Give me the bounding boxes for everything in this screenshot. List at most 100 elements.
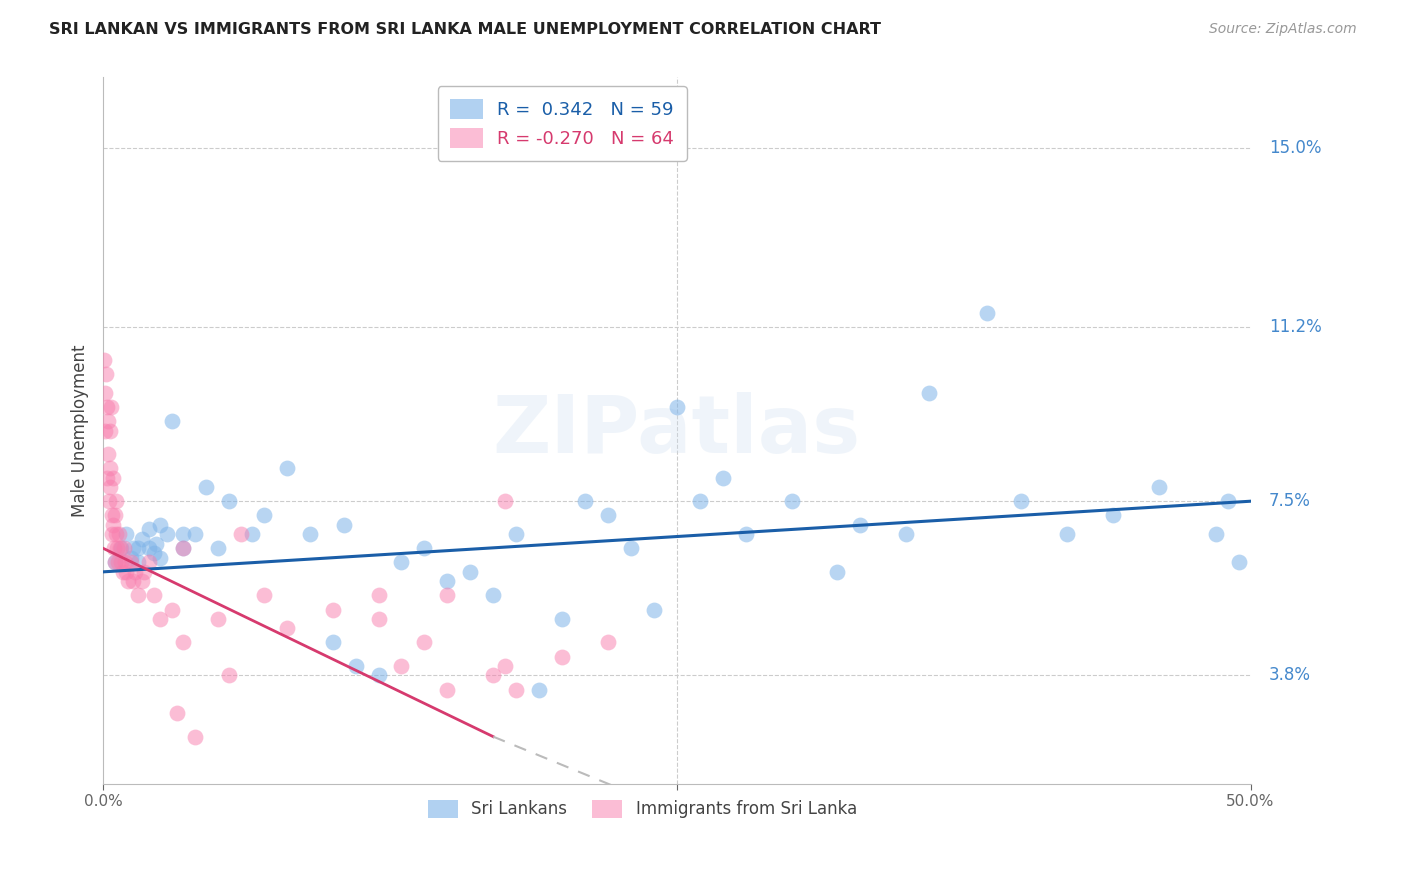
Point bbox=[96, 400, 118, 414]
Point bbox=[896, 527, 918, 541]
Point bbox=[166, 706, 188, 720]
Point bbox=[436, 588, 458, 602]
Point bbox=[122, 541, 145, 556]
Point bbox=[505, 682, 527, 697]
Point bbox=[127, 556, 149, 570]
Text: 11.2%: 11.2% bbox=[1268, 318, 1322, 336]
Point bbox=[156, 527, 179, 541]
Point bbox=[124, 565, 146, 579]
Point bbox=[391, 659, 413, 673]
Point bbox=[103, 541, 125, 556]
Point bbox=[110, 556, 132, 570]
Point bbox=[574, 494, 596, 508]
Y-axis label: Male Unemployment: Male Unemployment bbox=[72, 344, 89, 516]
Point bbox=[413, 541, 436, 556]
Point bbox=[218, 668, 240, 682]
Point bbox=[110, 541, 132, 556]
Point bbox=[97, 494, 120, 508]
Point bbox=[596, 635, 619, 649]
Point bbox=[97, 414, 120, 428]
Point bbox=[145, 536, 167, 550]
Point bbox=[108, 527, 131, 541]
Point bbox=[112, 541, 135, 556]
Point bbox=[97, 447, 120, 461]
Point bbox=[134, 565, 156, 579]
Point bbox=[98, 461, 121, 475]
Point bbox=[104, 508, 127, 523]
Text: 15.0%: 15.0% bbox=[1268, 139, 1322, 157]
Point bbox=[107, 556, 129, 570]
Point bbox=[780, 494, 803, 508]
Point bbox=[184, 527, 207, 541]
Point bbox=[918, 385, 941, 400]
Point bbox=[114, 556, 136, 570]
Point bbox=[120, 556, 142, 570]
Point bbox=[138, 541, 160, 556]
Point bbox=[127, 541, 149, 556]
Point bbox=[94, 424, 117, 438]
Point bbox=[1056, 527, 1078, 541]
Point bbox=[149, 517, 172, 532]
Point bbox=[1216, 494, 1239, 508]
Text: SRI LANKAN VS IMMIGRANTS FROM SRI LANKA MALE UNEMPLOYMENT CORRELATION CHART: SRI LANKAN VS IMMIGRANTS FROM SRI LANKA … bbox=[49, 22, 882, 37]
Point bbox=[527, 682, 550, 697]
Point bbox=[104, 556, 127, 570]
Point bbox=[494, 659, 516, 673]
Point bbox=[253, 508, 276, 523]
Point bbox=[172, 635, 194, 649]
Point bbox=[344, 659, 367, 673]
Point bbox=[436, 574, 458, 589]
Point bbox=[458, 565, 481, 579]
Point bbox=[131, 532, 153, 546]
Point bbox=[105, 494, 128, 508]
Point bbox=[207, 541, 229, 556]
Point bbox=[120, 550, 142, 565]
Point bbox=[827, 565, 849, 579]
Point bbox=[494, 494, 516, 508]
Point bbox=[101, 527, 124, 541]
Point bbox=[105, 541, 128, 556]
Point bbox=[149, 550, 172, 565]
Text: 7.5%: 7.5% bbox=[1268, 492, 1310, 510]
Point bbox=[1101, 508, 1123, 523]
Point bbox=[100, 480, 122, 494]
Point bbox=[229, 527, 252, 541]
Point bbox=[111, 565, 134, 579]
Point bbox=[413, 635, 436, 649]
Point bbox=[195, 480, 218, 494]
Point bbox=[101, 471, 124, 485]
Point bbox=[172, 541, 194, 556]
Point bbox=[976, 306, 998, 320]
Point bbox=[115, 527, 138, 541]
Point bbox=[276, 461, 298, 475]
Point bbox=[172, 541, 194, 556]
Point bbox=[94, 367, 117, 381]
Point bbox=[96, 471, 118, 485]
Point bbox=[620, 541, 643, 556]
Legend: Sri Lankans, Immigrants from Sri Lanka: Sri Lankans, Immigrants from Sri Lanka bbox=[422, 793, 863, 825]
Point bbox=[367, 668, 389, 682]
Point bbox=[122, 574, 145, 589]
Text: ZIPatlas: ZIPatlas bbox=[492, 392, 860, 469]
Point bbox=[160, 414, 183, 428]
Point bbox=[93, 353, 115, 368]
Point bbox=[117, 574, 139, 589]
Point bbox=[734, 527, 756, 541]
Point bbox=[1147, 480, 1170, 494]
Point bbox=[1010, 494, 1032, 508]
Point bbox=[138, 556, 160, 570]
Point bbox=[103, 517, 125, 532]
Point bbox=[1227, 556, 1250, 570]
Point bbox=[276, 621, 298, 635]
Point bbox=[505, 527, 527, 541]
Point bbox=[160, 602, 183, 616]
Point bbox=[482, 668, 505, 682]
Point bbox=[849, 517, 872, 532]
Point bbox=[142, 588, 165, 602]
Point bbox=[643, 602, 665, 616]
Text: Source: ZipAtlas.com: Source: ZipAtlas.com bbox=[1209, 22, 1357, 37]
Point bbox=[110, 541, 132, 556]
Point bbox=[100, 400, 122, 414]
Point bbox=[127, 588, 149, 602]
Point bbox=[367, 612, 389, 626]
